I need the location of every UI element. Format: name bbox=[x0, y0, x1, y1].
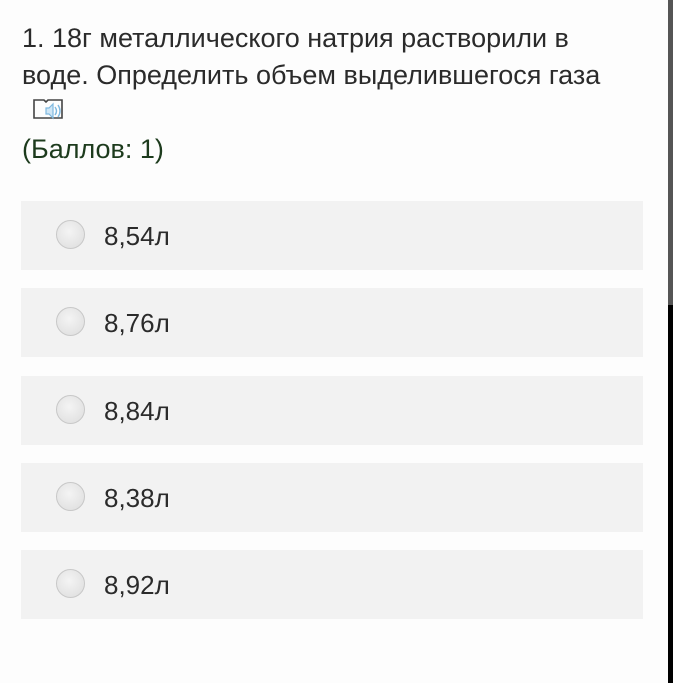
answer-option[interactable]: 8,38л bbox=[21, 463, 643, 532]
option-label: 8,92л bbox=[104, 570, 170, 600]
answer-option[interactable]: 8,92л bbox=[21, 550, 643, 619]
scrollbar[interactable] bbox=[668, 0, 673, 305]
option-label: 8,76л bbox=[104, 308, 170, 338]
radio-button[interactable] bbox=[56, 307, 85, 336]
screen-edge bbox=[668, 0, 673, 683]
answer-option[interactable]: 8,84л bbox=[21, 376, 643, 445]
radio-button[interactable] bbox=[56, 395, 85, 424]
question-score: (Баллов: 1) bbox=[22, 134, 164, 164]
speaker-book-icon[interactable] bbox=[32, 96, 66, 124]
option-label: 8,54л bbox=[104, 221, 170, 251]
answer-option[interactable]: 8,76л bbox=[21, 288, 643, 357]
radio-button[interactable] bbox=[56, 569, 85, 598]
option-label: 8,84л bbox=[104, 396, 170, 426]
answer-option[interactable]: 8,54л bbox=[21, 201, 643, 270]
radio-button[interactable] bbox=[56, 220, 85, 249]
radio-button[interactable] bbox=[56, 482, 85, 511]
option-label: 8,38л bbox=[104, 483, 170, 513]
question-label: 1. 18г металлического натрия растворили … bbox=[22, 23, 601, 90]
question-text: 1. 18г металлического натрия растворили … bbox=[22, 20, 642, 130]
